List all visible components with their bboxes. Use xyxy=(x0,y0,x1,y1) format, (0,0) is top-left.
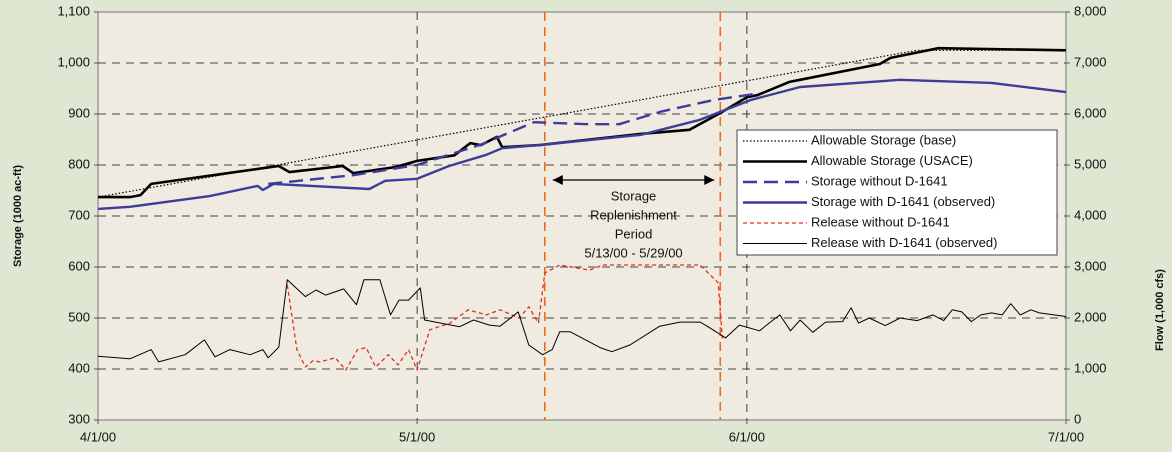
y-tick-label: 800 xyxy=(68,156,90,171)
series-line xyxy=(97,279,1067,363)
y2-axis-label: Flow (1,000 cfs) xyxy=(1154,269,1166,351)
arrow-head xyxy=(552,175,563,185)
legend-label: Release without D-1641 xyxy=(811,214,950,229)
y2-tick-label: 5,000 xyxy=(1074,156,1107,171)
y-axis-label: Storage (1000 ac-ft) xyxy=(12,165,24,267)
x-tick-label: 5/1/00 xyxy=(399,429,435,444)
y2-tick-label: 1,000 xyxy=(1074,360,1107,375)
y-tick-label: 600 xyxy=(68,258,90,273)
legend-label: Storage without D-1641 xyxy=(811,173,948,188)
annotation-text: Replenishment xyxy=(590,207,677,222)
annotation-text: Period xyxy=(615,226,653,241)
legend-label: Allowable Storage (USACE) xyxy=(811,153,973,168)
x-tick-label: 4/1/00 xyxy=(80,429,116,444)
y2-tick-label: 4,000 xyxy=(1074,207,1107,222)
y-tick-label: 900 xyxy=(68,105,90,120)
y2-tick-label: 0 xyxy=(1074,411,1081,426)
y-tick-label: 700 xyxy=(68,207,90,222)
series-line xyxy=(268,92,758,186)
y-tick-label: 1,100 xyxy=(57,3,90,18)
y-tick-label: 400 xyxy=(68,360,90,375)
legend-label: Storage with D-1641 (observed) xyxy=(811,194,995,209)
legend-label: Release with D-1641 (observed) xyxy=(811,235,997,250)
x-tick-label: 6/1/00 xyxy=(729,429,765,444)
y-tick-label: 1,000 xyxy=(57,54,90,69)
legend-label: Allowable Storage (base) xyxy=(811,132,956,147)
series-line xyxy=(97,78,1067,211)
annotation-text: Storage xyxy=(611,188,657,203)
legend-box xyxy=(736,129,1058,256)
y2-tick-label: 3,000 xyxy=(1074,258,1107,273)
x-tick-label: 7/1/00 xyxy=(1048,429,1084,444)
y2-tick-label: 7,000 xyxy=(1074,54,1107,69)
y2-tick-label: 6,000 xyxy=(1074,105,1107,120)
arrow-head xyxy=(704,175,715,185)
y2-tick-label: 2,000 xyxy=(1074,309,1107,324)
y2-tick-label: 8,000 xyxy=(1074,3,1107,18)
y-tick-label: 500 xyxy=(68,309,90,324)
series-line xyxy=(286,264,724,371)
y-tick-label: 300 xyxy=(68,411,90,426)
annotation-text: 5/13/00 - 5/29/00 xyxy=(584,245,682,260)
